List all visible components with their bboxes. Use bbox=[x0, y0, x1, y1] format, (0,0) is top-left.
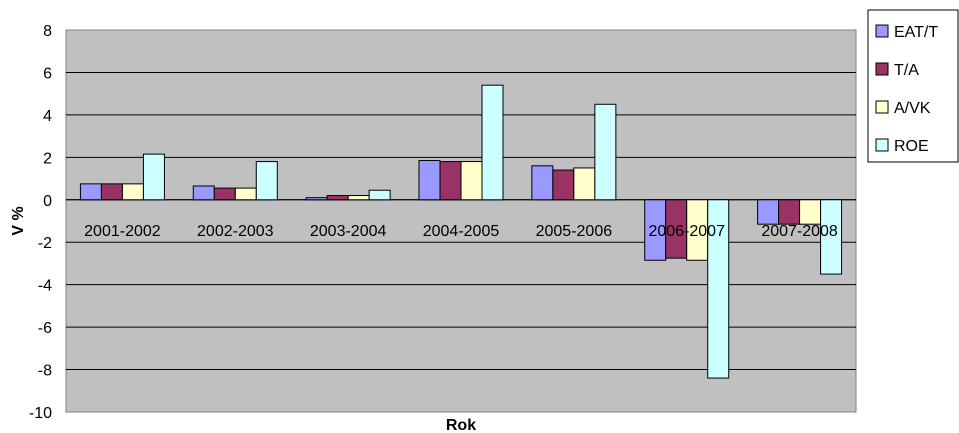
y-tick-labels: -10 -8 -6 -4 -2 0 2 4 6 8 bbox=[29, 23, 52, 422]
legend-swatch bbox=[875, 100, 889, 114]
bar-t-a bbox=[439, 161, 462, 201]
x-tick-label: 2003-2004 bbox=[310, 223, 387, 240]
bar-roe bbox=[481, 84, 504, 201]
x-tick-label: 2005-2006 bbox=[536, 223, 613, 240]
x-tick-label: 2007-2008 bbox=[761, 223, 838, 240]
bar-a-vk bbox=[121, 183, 144, 201]
y-tick-label: 4 bbox=[43, 108, 52, 125]
legend-label: EAT/T bbox=[894, 24, 938, 41]
legend: EAT/T T/A A/VK ROE bbox=[867, 9, 959, 163]
bar-t-a bbox=[100, 183, 123, 201]
y-tick-label: -2 bbox=[38, 235, 52, 252]
bar-a-vk bbox=[347, 195, 370, 201]
bar-roe bbox=[820, 199, 843, 275]
y-tick-label: -8 bbox=[38, 363, 52, 380]
x-axis-title: Rok bbox=[446, 417, 476, 433]
bar-t-a bbox=[552, 169, 575, 201]
legend-swatch bbox=[875, 138, 889, 152]
bar-roe bbox=[142, 153, 165, 201]
bar-roe bbox=[368, 189, 391, 201]
plot-area bbox=[65, 29, 857, 413]
bar-eat-t bbox=[79, 183, 102, 201]
bar-roe bbox=[707, 199, 730, 379]
y-tick-label: 0 bbox=[43, 193, 52, 210]
bar-t-a bbox=[778, 199, 801, 225]
y-tick-label: -6 bbox=[38, 320, 52, 337]
y-axis-title: V % bbox=[10, 206, 27, 235]
legend-swatch bbox=[875, 62, 889, 76]
bar-eat-t bbox=[757, 199, 780, 225]
legend-swatch bbox=[875, 24, 889, 38]
legend-label: A/VK bbox=[894, 100, 931, 117]
y-tick-label: 6 bbox=[43, 65, 52, 82]
y-tick-label: 2 bbox=[43, 150, 52, 167]
bar-t-a bbox=[326, 195, 349, 201]
x-tick-labels: 2001-2002 2002-2003 2003-2004 2004-2005 2005… bbox=[84, 223, 838, 240]
y-tick-label: 8 bbox=[43, 23, 52, 40]
x-tick-label: 2001-2002 bbox=[84, 223, 161, 240]
bar-roe bbox=[594, 103, 617, 201]
bar-a-vk bbox=[573, 167, 596, 201]
bar-a-vk bbox=[234, 187, 257, 201]
x-tick-label: 2002-2003 bbox=[197, 223, 274, 240]
bar-a-vk bbox=[460, 161, 483, 201]
bar-eat-t bbox=[192, 185, 215, 201]
bar-eat-t bbox=[418, 160, 441, 201]
y-tick-label: -10 bbox=[29, 405, 52, 422]
bar-eat-t bbox=[305, 197, 328, 201]
y-tick-label: -4 bbox=[38, 278, 52, 295]
bar-a-vk bbox=[799, 199, 822, 225]
legend-label: ROE bbox=[894, 138, 929, 155]
legend-label: T/A bbox=[894, 62, 919, 79]
bars bbox=[79, 84, 843, 379]
x-tick-label: 2004-2005 bbox=[423, 223, 500, 240]
bar-roe bbox=[255, 161, 278, 201]
bar-t-a bbox=[213, 187, 236, 201]
bar-eat-t bbox=[531, 165, 554, 201]
x-tick-label: 2006-2007 bbox=[648, 223, 725, 240]
